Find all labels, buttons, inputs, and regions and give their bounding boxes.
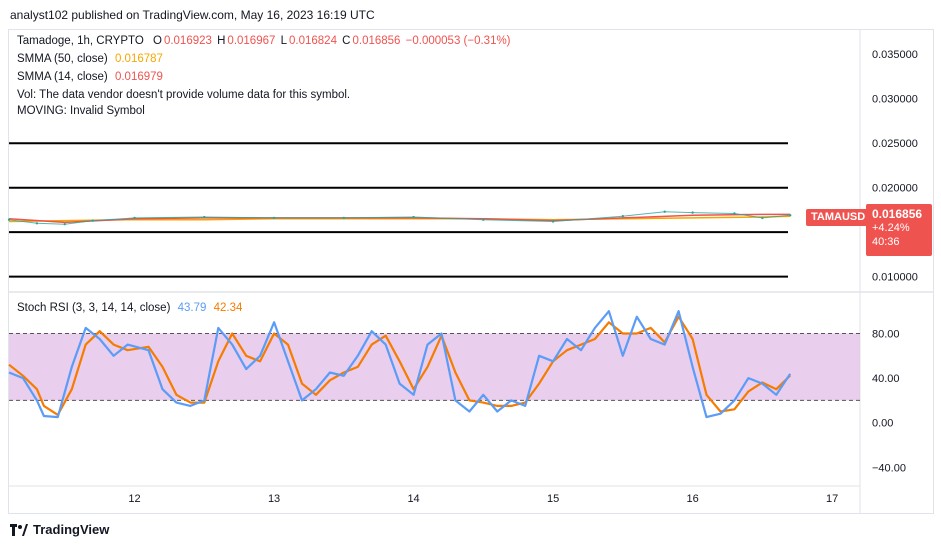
- price-point: [663, 210, 666, 213]
- price-point: [91, 219, 94, 222]
- time-tick-label: 13: [268, 493, 280, 505]
- osc-tick-label: −40.00: [872, 462, 906, 474]
- smma14-legend: SMMA (14, close) 0.016979: [17, 71, 163, 83]
- volume-note: Vol: The data vendor doesn't provide vol…: [17, 89, 351, 101]
- price-point: [342, 216, 346, 220]
- stoch-d-line: [8, 315, 791, 416]
- price-change-pct: +4.24%: [872, 222, 910, 234]
- price-tick-label: 0.035000: [872, 49, 918, 61]
- low-label: L: [280, 35, 287, 47]
- symbol-name: Tamadoge, 1h, CRYPTO: [17, 35, 144, 47]
- price-point: [691, 211, 694, 214]
- low-value: 0.016824: [289, 35, 337, 47]
- high-value: 0.016967: [227, 35, 276, 47]
- symbol-tag: TAMAUSD: [806, 209, 871, 226]
- time-tick-label: 14: [407, 493, 419, 505]
- price-point: [7, 218, 11, 221]
- price-point: [63, 222, 67, 226]
- time-tick-label: 17: [826, 493, 838, 505]
- oscillator-band: [9, 333, 860, 401]
- smma50-legend: SMMA (50, close) 0.016787: [17, 53, 163, 65]
- close-value: 0.016856: [352, 35, 401, 47]
- stoch-k-line: [8, 310, 792, 419]
- stoch-d-value: 42.34: [213, 302, 243, 314]
- time-axis: 12 13 14 15 16 17: [128, 493, 838, 505]
- time-tick-label: 16: [686, 493, 698, 505]
- bar-countdown: 40:36: [872, 236, 900, 248]
- smma50-value: 0.016787: [114, 53, 163, 65]
- price-tick-label: 0.020000: [872, 183, 918, 195]
- price-tick-label: 0.010000: [872, 272, 918, 284]
- close-label: C: [342, 35, 351, 47]
- price-point: [133, 216, 136, 220]
- chart-frame: [8, 29, 934, 514]
- symbol-legend: Tamadoge, 1h, CRYPTO O 0.016923 H 0.016967…: [17, 35, 513, 47]
- price-point: [203, 215, 206, 219]
- high-label: H: [217, 35, 226, 47]
- smma14-value: 0.016979: [114, 71, 163, 83]
- smma14-label: SMMA (14, close): [17, 71, 108, 83]
- change-value: −0.000053 (−0.31%): [405, 35, 511, 47]
- stoch-legend: Stoch RSI (3, 3, 14, 14, close) 43.79 42…: [17, 302, 242, 314]
- smma50-line: [8, 215, 791, 223]
- price-tick-label: 0.025000: [872, 138, 918, 150]
- price-pane: 0.035000 0.030000 0.025000 0.020000 0.010000: [7, 49, 918, 284]
- tradingview-icon: [10, 523, 28, 536]
- moving-note: MOVING: Invalid Symbol: [17, 105, 145, 117]
- osc-tick-label: 40.00: [872, 373, 900, 385]
- stoch-k-value: 43.79: [177, 302, 207, 314]
- stoch-label: Stoch RSI (3, 3, 14, 14, close): [17, 302, 171, 314]
- osc-tick-label: 0.00: [872, 418, 893, 430]
- last-price-tag: 0.016856 +4.24% 40:36: [866, 204, 932, 256]
- price-point: [551, 220, 555, 223]
- oscillator-pane: 80.00 40.00 0.00 −40.00: [8, 310, 906, 474]
- tradingview-logo[interactable]: TradingView: [10, 522, 109, 537]
- publisher-credit: analyst102 published on TradingView.com,…: [10, 8, 375, 22]
- price-point: [482, 218, 485, 221]
- price-point: [272, 216, 276, 220]
- smma50-label: SMMA (50, close): [17, 53, 108, 65]
- price-point: [35, 222, 39, 225]
- price-tick-label: 0.030000: [872, 94, 918, 106]
- price-point: [621, 214, 625, 218]
- price-point: [789, 214, 792, 217]
- time-tick-label: 12: [128, 493, 140, 505]
- open-label: O: [152, 35, 162, 47]
- last-price: 0.016856: [872, 207, 923, 221]
- osc-tick-label: 80.00: [872, 328, 900, 340]
- open-value: 0.016923: [163, 35, 212, 47]
- price-point: [412, 215, 415, 219]
- price-point: [761, 216, 764, 220]
- tradingview-brand: TradingView: [33, 522, 110, 537]
- time-tick-label: 15: [547, 493, 559, 505]
- price-point: [733, 212, 736, 215]
